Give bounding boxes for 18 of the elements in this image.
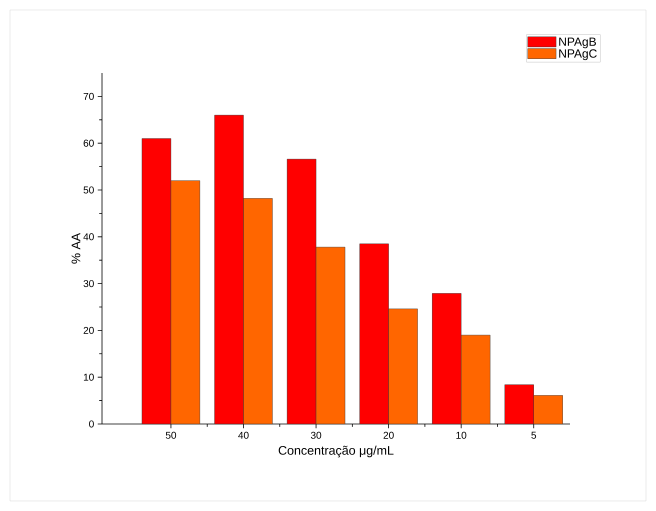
y-tick-label: 20 — [84, 326, 94, 334]
y-tick-label: 50 — [84, 186, 94, 194]
y-tick-label: 40 — [83, 233, 94, 240]
x-tick-label: 20 — [384, 432, 394, 439]
x-tick-label: 10 — [456, 432, 466, 439]
y-axis-title: % AA — [72, 232, 80, 264]
y-tick-label: 0 — [89, 420, 94, 428]
y-tick-label: 60 — [84, 140, 94, 147]
y-tick-label: 10 — [84, 374, 94, 381]
legend-label: NPAgB — [559, 38, 596, 48]
legend-label: NPAgC — [559, 49, 597, 60]
x-axis-title: Concentração μg/mL — [278, 446, 394, 458]
x-tick-label: 30 — [310, 432, 322, 439]
y-tick-label: 70 — [84, 92, 94, 100]
x-tick-label: 40 — [238, 432, 249, 439]
y-tick-label: 30 — [84, 280, 94, 288]
x-tick-label: 50 — [166, 432, 176, 439]
x-tick-label: 5 — [531, 432, 536, 439]
